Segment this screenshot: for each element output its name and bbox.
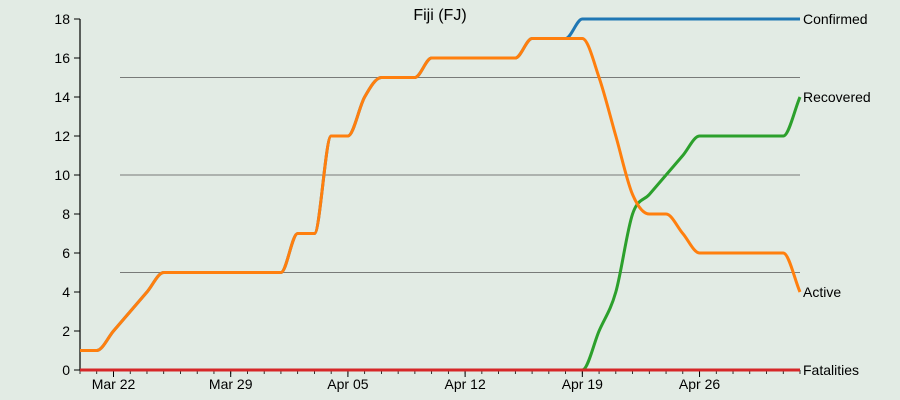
x-tick-label: Apr 19 — [562, 376, 603, 392]
y-tick-label: 4 — [62, 284, 70, 300]
series-line-recovered — [79, 96, 802, 372]
y-tick-label: 0 — [62, 362, 70, 378]
series-lines — [79, 17, 802, 372]
series-label-recovered: Recovered — [803, 89, 871, 105]
x-tick-label: Mar 22 — [92, 376, 136, 392]
y-tick-label: 12 — [54, 128, 70, 144]
gridlines — [120, 77, 800, 273]
x-tick-label: Apr 12 — [444, 376, 485, 392]
y-tick-label: 10 — [54, 167, 70, 183]
x-tick-label: Apr 26 — [679, 376, 720, 392]
series-label-confirmed: Confirmed — [803, 11, 868, 27]
x-tick-label: Apr 05 — [327, 376, 368, 392]
x-tick-label: Mar 29 — [209, 376, 253, 392]
series-line-confirmed — [80, 17, 800, 352]
series-line-active — [80, 36, 802, 352]
y-tick-label: 16 — [54, 50, 70, 66]
y-tick-label: 18 — [54, 11, 70, 27]
y-tick-label: 6 — [62, 245, 70, 261]
series-label-active: Active — [803, 284, 841, 300]
axes: 0 2 4 6 8 10 12 14 16 18 Mar 22 Mar 29 Apr 05 Apr 12 A… — [54, 11, 801, 392]
y-tick-label: 8 — [62, 206, 70, 222]
series-labels: Confirmed Recovered Active Fatalities — [803, 11, 871, 378]
series-label-fatalities: Fatalities — [803, 362, 859, 378]
chart-title: Fiji (FJ) — [413, 7, 466, 24]
y-tick-label: 14 — [54, 89, 70, 105]
y-tick-label: 2 — [62, 323, 70, 339]
